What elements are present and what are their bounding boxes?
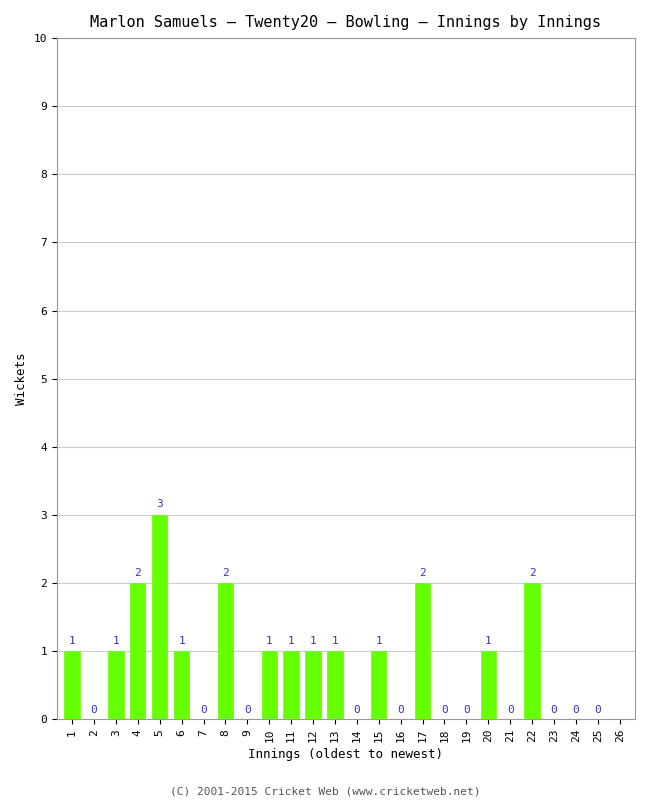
Bar <box>371 651 386 719</box>
Text: 0: 0 <box>354 705 360 715</box>
Text: 0: 0 <box>90 705 98 715</box>
Bar <box>327 651 343 719</box>
Text: 1: 1 <box>266 636 272 646</box>
Text: 2: 2 <box>419 567 426 578</box>
Text: 2: 2 <box>135 567 141 578</box>
Title: Marlon Samuels – Twenty20 – Bowling – Innings by Innings: Marlon Samuels – Twenty20 – Bowling – In… <box>90 15 601 30</box>
Text: 0: 0 <box>200 705 207 715</box>
Text: 0: 0 <box>463 705 470 715</box>
Bar <box>283 651 299 719</box>
Bar <box>64 651 80 719</box>
Text: 0: 0 <box>244 705 251 715</box>
Y-axis label: Wickets: Wickets <box>15 353 28 405</box>
Text: 0: 0 <box>397 705 404 715</box>
Text: 0: 0 <box>573 705 579 715</box>
Bar <box>415 583 430 719</box>
Text: 1: 1 <box>69 636 75 646</box>
Bar <box>218 583 233 719</box>
Text: 2: 2 <box>528 567 536 578</box>
Text: 1: 1 <box>375 636 382 646</box>
Text: 1: 1 <box>332 636 338 646</box>
Bar <box>174 651 189 719</box>
X-axis label: Innings (oldest to newest): Innings (oldest to newest) <box>248 748 443 761</box>
Bar <box>480 651 496 719</box>
Text: 0: 0 <box>551 705 557 715</box>
Text: 3: 3 <box>157 499 163 510</box>
Bar <box>261 651 277 719</box>
Bar <box>130 583 146 719</box>
Bar <box>152 515 168 719</box>
Text: 1: 1 <box>288 636 294 646</box>
Text: 1: 1 <box>309 636 317 646</box>
Text: 1: 1 <box>112 636 120 646</box>
Text: 2: 2 <box>222 567 229 578</box>
Bar <box>109 651 124 719</box>
Bar <box>306 651 320 719</box>
Text: 0: 0 <box>594 705 601 715</box>
Bar <box>525 583 540 719</box>
Text: 1: 1 <box>178 636 185 646</box>
Text: 0: 0 <box>507 705 514 715</box>
Text: 0: 0 <box>441 705 448 715</box>
Text: (C) 2001-2015 Cricket Web (www.cricketweb.net): (C) 2001-2015 Cricket Web (www.cricketwe… <box>170 786 480 796</box>
Text: 1: 1 <box>485 636 491 646</box>
